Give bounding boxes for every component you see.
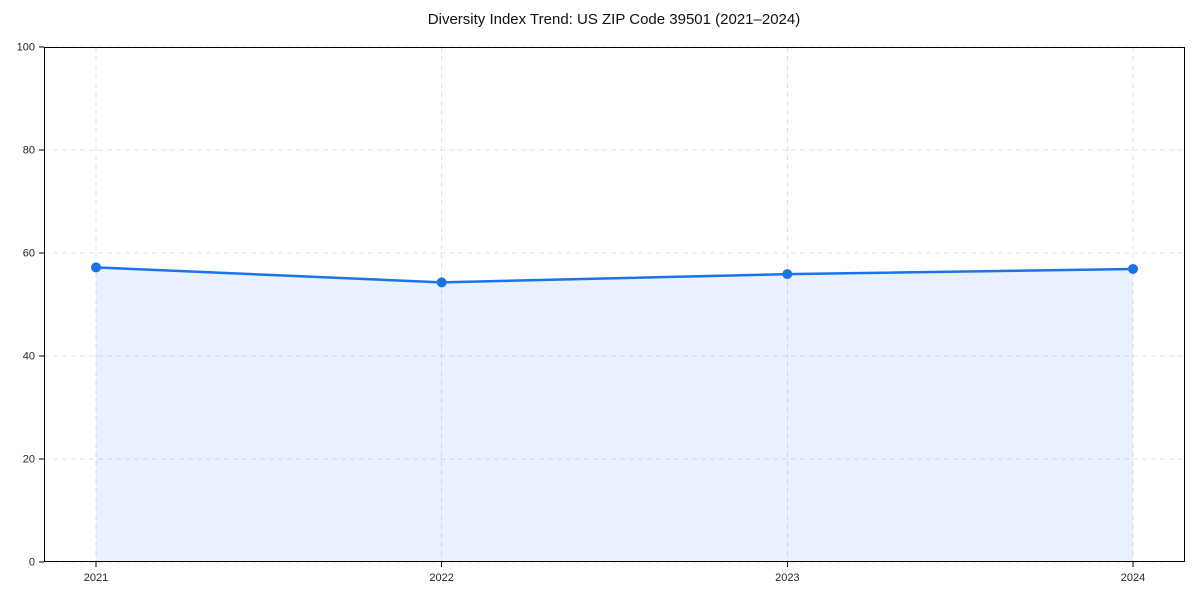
y-tick-label: 20 <box>23 454 35 466</box>
y-tick-label: 60 <box>23 248 35 260</box>
data-point-2023 <box>782 269 793 280</box>
chart-title: Diversity Index Trend: US ZIP Code 39501… <box>427 11 801 28</box>
x-tick-label: 2024 <box>1121 572 1145 584</box>
y-tick-label: 80 <box>23 145 35 157</box>
area-fill <box>96 267 1133 562</box>
data-point-2021 <box>91 262 101 273</box>
y-tick-label: 100 <box>17 42 35 54</box>
y-tick-label: 40 <box>23 351 35 363</box>
plot-border <box>44 47 1185 562</box>
x-tick-label: 2023 <box>775 572 799 584</box>
trend-line <box>94 266 1135 284</box>
x-tick-label: 2021 <box>84 572 108 584</box>
data-point-2024 <box>1128 263 1138 274</box>
y-tick-label: 0 <box>29 557 35 569</box>
x-tick-label: 2022 <box>429 572 453 584</box>
data-point-2022 <box>436 277 447 288</box>
